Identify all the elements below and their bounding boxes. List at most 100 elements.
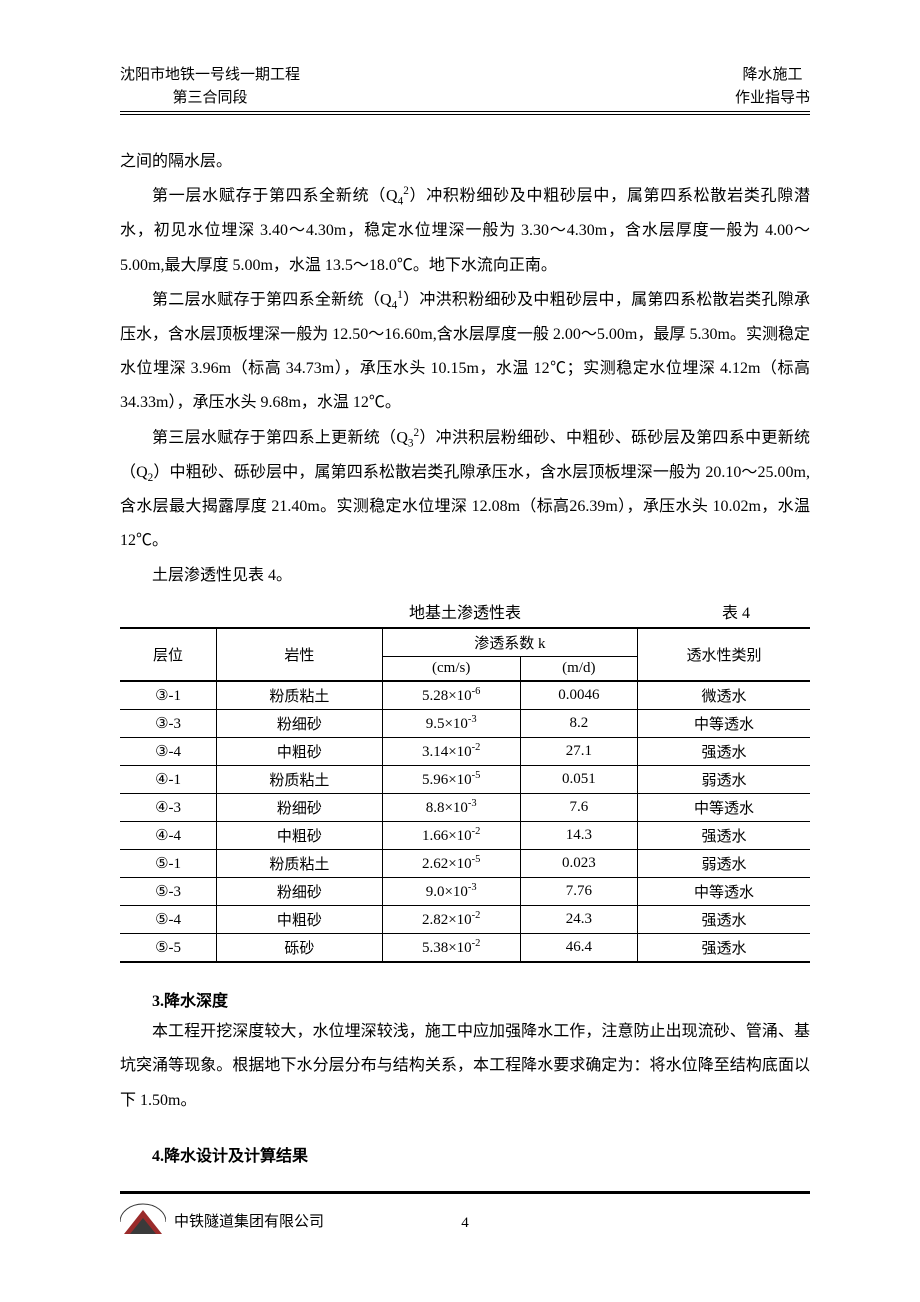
- text: ）中粗砂、砾砂层中，属第四系松散岩类孔隙承压水，含水层顶板埋深一般为 20.10…: [120, 464, 810, 550]
- page-footer: 中铁隧道集团有限公司 4: [120, 1191, 810, 1240]
- th-perm-class: 透水性类别: [637, 628, 810, 681]
- table-row: ③-4中粗砂3.14×10-227.1强透水: [120, 738, 810, 766]
- header-left-line2: 第三合同段: [120, 87, 300, 110]
- th-layer: 层位: [120, 628, 217, 681]
- table-number: 表 4: [722, 599, 750, 623]
- cell-lithology: 粉质粘土: [217, 850, 383, 878]
- table-row: ③-3粉细砂9.5×10-38.2中等透水: [120, 710, 810, 738]
- cell-lithology: 中粗砂: [217, 822, 383, 850]
- cell-cm-s: 5.96×10-5: [382, 766, 520, 794]
- cell-m-d: 0.0046: [520, 681, 637, 710]
- section3-heading: 3.降水深度: [120, 987, 810, 1011]
- header-right-line1: 降水施工: [735, 64, 810, 87]
- cell-class: 弱透水: [637, 766, 810, 794]
- cell-cm-s: 8.8×10-3: [382, 794, 520, 822]
- text: 第三层水赋存于第四系上更新统（Q: [152, 429, 408, 446]
- cell-lithology: 粉细砂: [217, 878, 383, 906]
- text: 第一层水赋存于第四系全新统（Q: [152, 188, 398, 205]
- subscript: 4: [392, 299, 398, 311]
- cell-layer: ③-1: [120, 681, 217, 710]
- table-row: ④-4中粗砂1.66×10-214.3强透水: [120, 822, 810, 850]
- header-right-line2: 作业指导书: [735, 87, 810, 110]
- cell-layer: ⑤-1: [120, 850, 217, 878]
- cell-layer: ⑤-5: [120, 934, 217, 963]
- cell-class: 中等透水: [637, 794, 810, 822]
- paragraph: 第二层水赋存于第四系全新统（Q41）冲洪积粉细砂及中粗砂层中，属第四系松散岩类孔…: [120, 283, 810, 421]
- cell-class: 强透水: [637, 738, 810, 766]
- cell-m-d: 0.051: [520, 766, 637, 794]
- table-row: ⑤-3粉细砂9.0×10-37.76中等透水: [120, 878, 810, 906]
- header-right: 降水施工 作业指导书: [735, 64, 810, 109]
- cell-class: 强透水: [637, 906, 810, 934]
- table-head: 层位 岩性 渗透系数 k 透水性类别 (cm/s) (m/d): [120, 628, 810, 681]
- body-text: 之间的隔水层。 第一层水赋存于第四系全新统（Q42）冲积粉细砂及中粗砂层中，属第…: [120, 145, 810, 593]
- subscript: 3: [408, 437, 414, 449]
- table-row: ④-1粉质粘土5.96×10-50.051弱透水: [120, 766, 810, 794]
- paragraph: 第一层水赋存于第四系全新统（Q42）冲积粉细砂及中粗砂层中，属第四系松散岩类孔隙…: [120, 179, 810, 283]
- cell-cm-s: 5.28×10-6: [382, 681, 520, 710]
- cell-lithology: 粉细砂: [217, 794, 383, 822]
- cell-lithology: 粉质粘土: [217, 766, 383, 794]
- cell-class: 微透水: [637, 681, 810, 710]
- table-body: ③-1粉质粘土5.28×10-60.0046微透水③-3粉细砂9.5×10-38…: [120, 681, 810, 962]
- paragraph: 第三层水赋存于第四系上更新统（Q32）冲洪积层粉细砂、中粗砂、砾砂层及第四系中更…: [120, 421, 810, 559]
- cell-m-d: 7.6: [520, 794, 637, 822]
- header-left: 沈阳市地铁一号线一期工程 第三合同段: [120, 64, 300, 109]
- cell-lithology: 砾砂: [217, 934, 383, 963]
- footer-rule: [120, 1191, 810, 1194]
- cell-class: 中等透水: [637, 878, 810, 906]
- paragraph: 土层渗透性见表 4。: [120, 559, 810, 593]
- cell-layer: ③-4: [120, 738, 217, 766]
- cell-m-d: 27.1: [520, 738, 637, 766]
- cell-m-d: 7.76: [520, 878, 637, 906]
- cell-cm-s: 5.38×10-2: [382, 934, 520, 963]
- table-row: ④-3粉细砂8.8×10-37.6中等透水: [120, 794, 810, 822]
- cell-cm-s: 3.14×10-2: [382, 738, 520, 766]
- company-logo-icon: [120, 1200, 166, 1240]
- section3-body: 本工程开挖深度较大，水位埋深较浅，施工中应加强降水工作，注意防止出现流砂、管涌、…: [120, 1015, 810, 1118]
- table-row: ⑤-5砾砂5.38×10-246.4强透水: [120, 934, 810, 963]
- cell-lithology: 粉细砂: [217, 710, 383, 738]
- cell-layer: ④-3: [120, 794, 217, 822]
- header-left-line1: 沈阳市地铁一号线一期工程: [120, 64, 300, 87]
- cell-cm-s: 9.0×10-3: [382, 878, 520, 906]
- table-row: ⑤-1粉质粘土2.62×10-50.023弱透水: [120, 850, 810, 878]
- footer-row: 中铁隧道集团有限公司 4: [120, 1200, 810, 1240]
- cell-layer: ③-3: [120, 710, 217, 738]
- cell-lithology: 粉质粘土: [217, 681, 383, 710]
- cell-layer: ④-1: [120, 766, 217, 794]
- cell-m-d: 0.023: [520, 850, 637, 878]
- cell-lithology: 中粗砂: [217, 906, 383, 934]
- cell-cm-s: 2.82×10-2: [382, 906, 520, 934]
- table-row: ⑤-4中粗砂2.82×10-224.3强透水: [120, 906, 810, 934]
- cell-cm-s: 1.66×10-2: [382, 822, 520, 850]
- cell-cm-s: 9.5×10-3: [382, 710, 520, 738]
- cell-lithology: 中粗砂: [217, 738, 383, 766]
- cell-class: 弱透水: [637, 850, 810, 878]
- page-header: 沈阳市地铁一号线一期工程 第三合同段 降水施工 作业指导书: [120, 64, 810, 115]
- subscript: 4: [398, 196, 404, 208]
- section4-heading: 4.降水设计及计算结果: [120, 1142, 810, 1166]
- cell-class: 强透水: [637, 934, 810, 963]
- cell-layer: ⑤-4: [120, 906, 217, 934]
- th-perm-k: 渗透系数 k: [382, 628, 637, 657]
- text: 第二层水赋存于第四系全新统（Q: [152, 291, 392, 308]
- cell-cm-s: 2.62×10-5: [382, 850, 520, 878]
- cell-layer: ④-4: [120, 822, 217, 850]
- table-caption: 地基土渗透性表: [409, 599, 521, 623]
- paragraph: 之间的隔水层。: [120, 145, 810, 179]
- cell-class: 中等透水: [637, 710, 810, 738]
- cell-m-d: 14.3: [520, 822, 637, 850]
- cell-m-d: 24.3: [520, 906, 637, 934]
- text: ）冲洪积粉细砂及中粗砂层中，属第四系松散岩类孔隙承压水，含水层顶板埋深一般为 1…: [120, 291, 810, 411]
- table-row: ③-1粉质粘土5.28×10-60.0046微透水: [120, 681, 810, 710]
- permeability-table: 层位 岩性 渗透系数 k 透水性类别 (cm/s) (m/d) ③-1粉质粘土5…: [120, 627, 810, 963]
- cell-m-d: 8.2: [520, 710, 637, 738]
- th-lithology: 岩性: [217, 628, 383, 681]
- footer-company: 中铁隧道集团有限公司: [174, 1210, 324, 1231]
- footer-page-number: 4: [461, 1215, 469, 1232]
- cell-class: 强透水: [637, 822, 810, 850]
- cell-m-d: 46.4: [520, 934, 637, 963]
- th-cm-s: (cm/s): [382, 657, 520, 682]
- cell-layer: ⑤-3: [120, 878, 217, 906]
